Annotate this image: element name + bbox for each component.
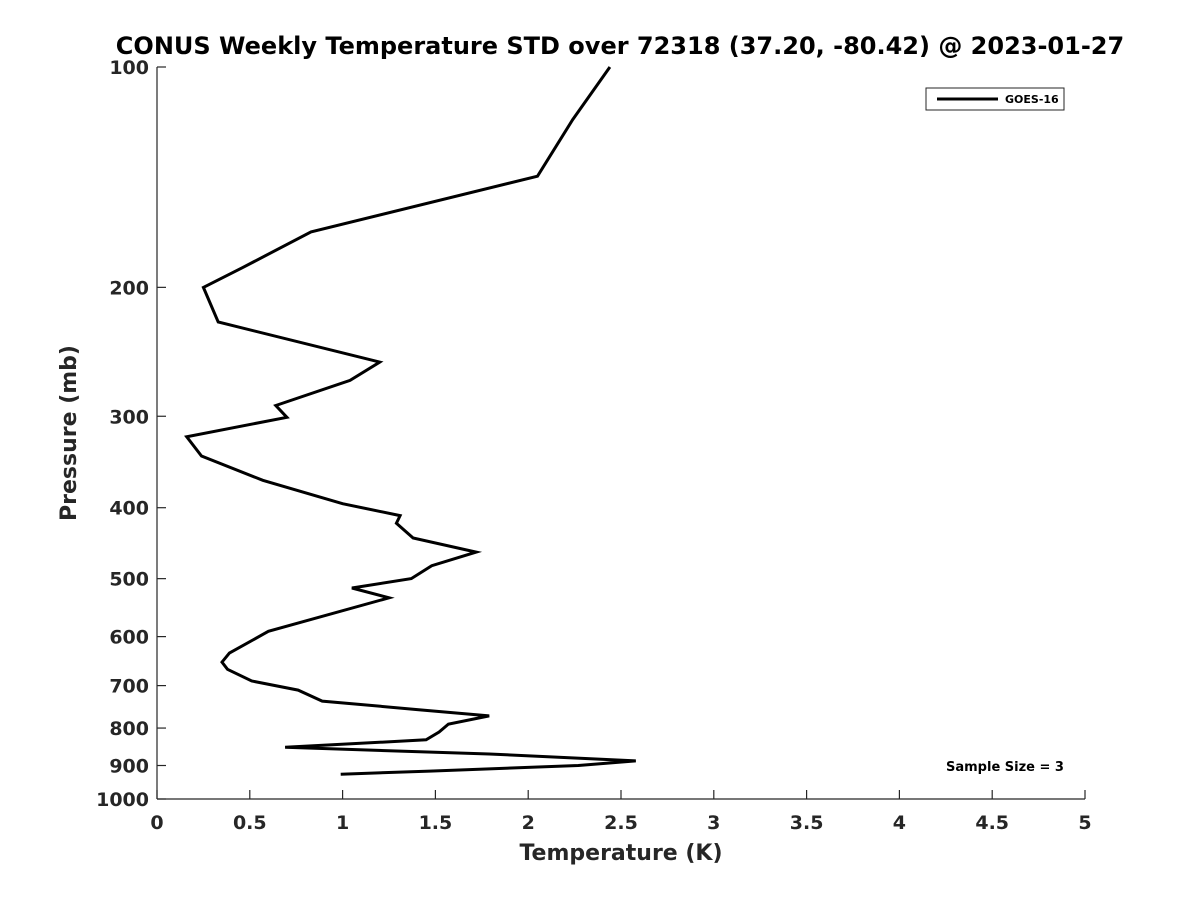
y-tick-label: 500 [109,569,149,591]
y-tick-label: 1000 [96,789,149,811]
y-tick-label: 600 [109,627,149,649]
x-tick-label: 0.5 [233,812,267,834]
y-tick-label: 400 [109,498,149,520]
legend: GOES-16 [925,87,1065,111]
y-tick-label: 800 [109,718,149,740]
y-tick-label: 300 [109,406,149,428]
x-tick-label: 1 [336,812,349,834]
data-layer [184,66,636,776]
x-tick-label: 4.5 [975,812,1009,834]
x-tick-label: 2 [522,812,535,834]
plot-area [157,67,1085,799]
x-tick-label: 0 [150,812,163,834]
chart-title: CONUS Weekly Temperature STD over 72318 … [116,32,1124,60]
y-axis-ticks: 100 200 300 400 500 600 700 800 900 1000 [96,57,166,811]
x-axis-ticks: 0 0.5 1 1.5 2 2.5 3 3.5 4 4.5 5 [150,790,1092,834]
x-axis-label: Temperature (K) [519,841,722,866]
legend-entry-goes-16: GOES-16 [1005,93,1059,106]
y-tick-label: 100 [109,57,149,79]
x-tick-label: 5 [1078,812,1091,834]
y-tick-label: 200 [109,277,149,299]
y-tick-label: 900 [109,756,149,778]
x-tick-label: 4 [893,812,906,834]
series-line-goes-16 [184,66,636,776]
x-tick-label: 1.5 [419,812,453,834]
x-tick-label: 2.5 [604,812,638,834]
x-tick-label: 3 [707,812,720,834]
y-axis-label: Pressure (mb) [57,345,82,521]
y-tick-label: 700 [109,676,149,698]
sample-size-annotation: Sample Size = 3 [946,760,1064,775]
x-tick-label: 3.5 [790,812,824,834]
